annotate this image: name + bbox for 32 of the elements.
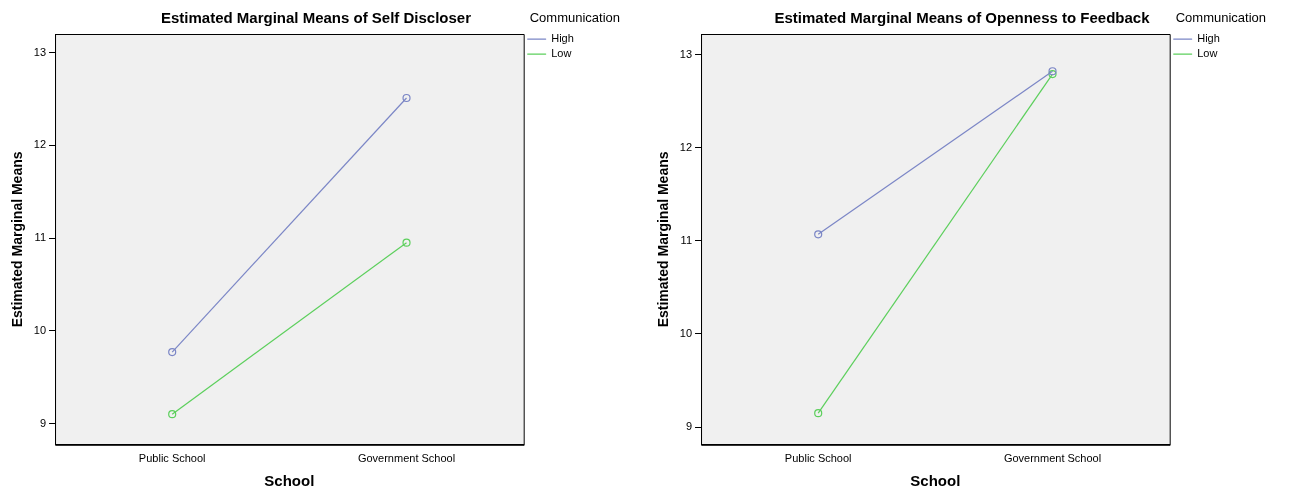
- point: [168, 410, 177, 419]
- point: [402, 238, 411, 247]
- x-axis-title: School: [264, 472, 315, 490]
- y-tick-label: 13: [33, 45, 47, 58]
- legend-label: Low: [1197, 47, 1218, 60]
- y-tick-label: 9: [685, 420, 693, 433]
- legend-label: High: [1197, 32, 1220, 45]
- y-axis-title: Estimated Marginal Means: [655, 151, 672, 328]
- point: [402, 93, 411, 103]
- x-tick-label: Public School: [784, 452, 852, 465]
- point: [168, 347, 177, 357]
- y-tick-label: 11: [680, 233, 693, 246]
- point: [814, 230, 823, 239]
- legend-label: Low: [551, 47, 572, 60]
- legend-title: Communication: [529, 10, 621, 26]
- y-tick-label: 9: [39, 416, 47, 429]
- y-tick-label: 10: [679, 326, 693, 339]
- chart-title: Estimated Marginal Means of Openness to Feedback: [774, 9, 1151, 27]
- x-tick-label: Government School: [357, 452, 456, 465]
- y-tick-label: 13: [679, 47, 693, 60]
- chart-title: Estimated Marginal Means of Self Discloser: [160, 9, 472, 27]
- x-axis-title: School: [910, 472, 961, 490]
- x-tick-label: Public School: [138, 452, 206, 465]
- y-tick-label: 11: [34, 231, 47, 244]
- y-axis-title: Estimated Marginal Means: [9, 151, 26, 328]
- point: [814, 409, 823, 418]
- legend-title: Communication: [1175, 10, 1267, 26]
- y-tick-label: 12: [33, 138, 47, 151]
- legend-label: High: [551, 32, 574, 45]
- y-tick-label: 10: [33, 323, 47, 336]
- x-tick-label: Government School: [1003, 452, 1102, 465]
- y-tick-label: 12: [679, 140, 693, 153]
